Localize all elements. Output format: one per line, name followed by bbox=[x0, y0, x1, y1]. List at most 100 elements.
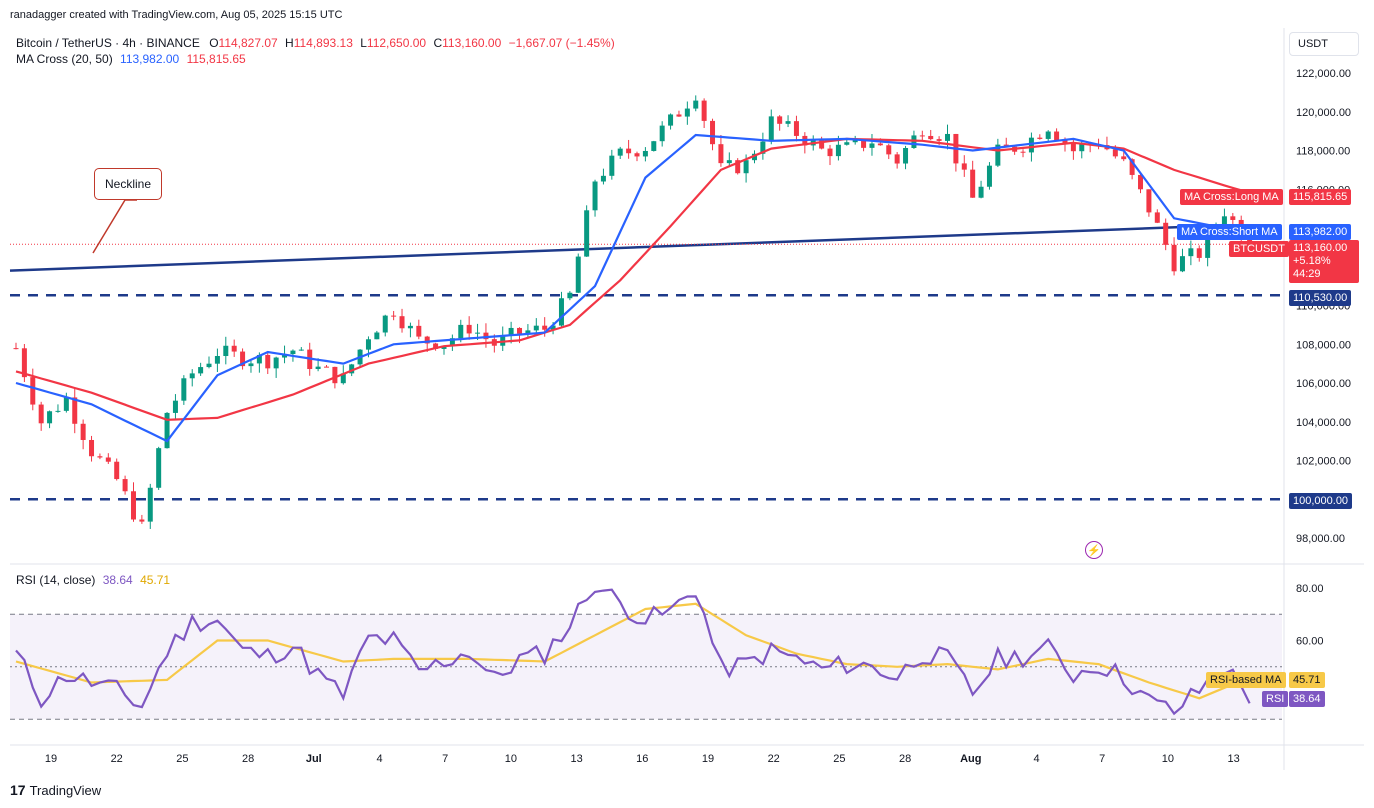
candle-body bbox=[919, 135, 925, 137]
time-tick-label: 19 bbox=[702, 753, 714, 765]
candle bbox=[978, 180, 984, 199]
neckline-callout-text: Neckline bbox=[104, 177, 152, 191]
candle-body bbox=[735, 160, 741, 174]
time-tick-label: 4 bbox=[376, 753, 382, 765]
candle bbox=[181, 375, 187, 405]
candle-body bbox=[105, 457, 111, 462]
time-tick-label: 7 bbox=[1099, 753, 1105, 765]
candle-body bbox=[869, 143, 875, 148]
candle-body bbox=[760, 141, 766, 154]
candle-body bbox=[458, 324, 464, 339]
candle-body bbox=[961, 163, 967, 170]
candle-body bbox=[1138, 174, 1144, 190]
candle bbox=[953, 133, 959, 172]
candle bbox=[668, 113, 674, 130]
rsi-value-tag: 38.64 bbox=[1289, 691, 1325, 707]
candle-body bbox=[63, 397, 69, 411]
short-ma-price-tag: 113,982.00 bbox=[1289, 224, 1352, 240]
rsi-legend-label: RSI (14, close) bbox=[16, 573, 96, 587]
candle bbox=[592, 179, 598, 217]
candle-body bbox=[483, 332, 489, 340]
candle-body bbox=[416, 325, 422, 337]
candle bbox=[47, 410, 53, 429]
candle bbox=[693, 95, 699, 112]
candle bbox=[760, 132, 766, 160]
candle bbox=[684, 101, 690, 125]
time-tick-label: 28 bbox=[242, 753, 254, 765]
candle-body bbox=[945, 133, 950, 141]
candle-body bbox=[567, 292, 573, 299]
candle-body bbox=[424, 336, 430, 344]
candle-body bbox=[449, 338, 455, 346]
candle-body bbox=[466, 324, 472, 334]
candle bbox=[240, 348, 246, 370]
candle-body bbox=[139, 519, 145, 522]
candle bbox=[13, 342, 19, 350]
candle-body bbox=[198, 367, 204, 374]
candle bbox=[1054, 128, 1060, 142]
candle-body bbox=[500, 335, 506, 346]
candle bbox=[1179, 248, 1185, 273]
candle bbox=[449, 334, 455, 351]
candle-body bbox=[206, 363, 212, 368]
candle bbox=[1104, 136, 1110, 151]
ohlc-l-value: 112,650.00 bbox=[366, 36, 427, 50]
credit-text: ranadagger created with TradingView.com,… bbox=[10, 9, 343, 21]
candle-body bbox=[508, 327, 514, 336]
candle-body bbox=[1079, 144, 1085, 152]
candle-body bbox=[248, 363, 254, 367]
candle bbox=[63, 392, 69, 413]
candle bbox=[575, 253, 581, 293]
candle-body bbox=[986, 165, 992, 187]
rsi-ma-value-tag: 45.71 bbox=[1289, 672, 1325, 688]
candle-body bbox=[877, 143, 883, 146]
candle-body bbox=[240, 351, 246, 367]
candle-body bbox=[214, 356, 220, 364]
candle-body bbox=[399, 316, 405, 329]
candle-body bbox=[89, 439, 95, 457]
candle-body bbox=[1112, 149, 1118, 157]
candle-body bbox=[172, 400, 178, 413]
candle bbox=[374, 330, 380, 340]
candle bbox=[231, 339, 237, 357]
rsi-legend-value: 38.64 bbox=[102, 573, 133, 587]
candle bbox=[466, 316, 472, 340]
rsi-tick-label: 60.00 bbox=[1296, 636, 1324, 648]
time-tick-label: 28 bbox=[899, 753, 911, 765]
neckline-callout[interactable]: Neckline bbox=[94, 168, 162, 200]
ma-long-value: 115,815.65 bbox=[186, 52, 246, 66]
candle bbox=[500, 326, 506, 352]
candle-body bbox=[181, 378, 187, 401]
price-tick-label: 122,000.00 bbox=[1296, 68, 1351, 80]
currency-selector[interactable]: USDT bbox=[1289, 32, 1359, 56]
time-tick-label: 16 bbox=[636, 753, 648, 765]
last-price-tag: 113,160.00 +5.18% 44:29 bbox=[1289, 240, 1359, 283]
replay-icon[interactable]: ⚡ bbox=[1085, 541, 1103, 559]
time-tick-label: 22 bbox=[111, 753, 123, 765]
candle-body bbox=[114, 461, 120, 480]
candle-body bbox=[349, 364, 355, 374]
time-tick-label: 25 bbox=[176, 753, 188, 765]
time-tick-label: 10 bbox=[505, 753, 517, 765]
candle-body bbox=[634, 153, 640, 157]
candle bbox=[903, 145, 909, 170]
candle-body bbox=[743, 160, 749, 174]
candle bbox=[1037, 134, 1043, 140]
rsi-name-tag: RSI bbox=[1262, 691, 1289, 707]
candle bbox=[718, 134, 724, 167]
candle-body bbox=[827, 148, 833, 157]
candle bbox=[38, 401, 44, 431]
candle bbox=[139, 514, 145, 524]
rsi-legend: RSI (14, close) 38.64 45.71 bbox=[16, 573, 170, 587]
candle-body bbox=[928, 135, 934, 140]
candle bbox=[1154, 209, 1160, 224]
candle-body bbox=[1146, 189, 1152, 213]
candle bbox=[298, 347, 304, 351]
candle-body bbox=[777, 116, 783, 124]
ma-legend: MA Cross (20, 50) 113,982.00 115,815.65 bbox=[16, 52, 246, 66]
candle-body bbox=[668, 114, 674, 126]
tradingview-logo[interactable]: 17 TradingView bbox=[10, 782, 101, 798]
candle bbox=[869, 134, 875, 156]
rsi-ma-line bbox=[15, 602, 1251, 700]
